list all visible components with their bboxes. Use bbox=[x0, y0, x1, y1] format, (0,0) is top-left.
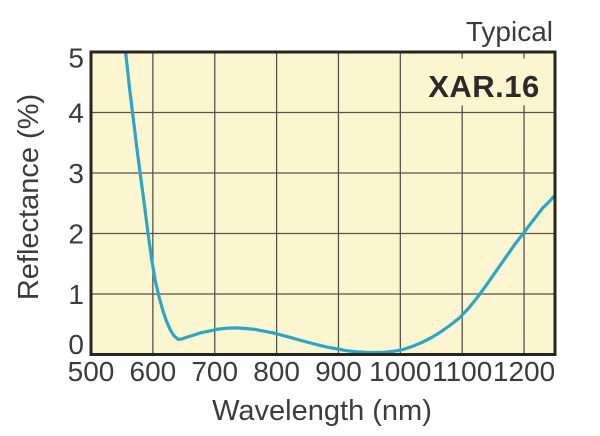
y-tick-label: 2 bbox=[68, 219, 84, 250]
reflectance-curve bbox=[124, 53, 554, 353]
x-axis-ticks: 500 600 700 800 900 1000 1100 1200 bbox=[68, 356, 556, 387]
chart-annotation: Typical bbox=[466, 16, 553, 47]
plot-border bbox=[89, 50, 557, 356]
series-label: XAR.16 bbox=[428, 69, 540, 104]
grid bbox=[91, 52, 555, 355]
x-axis-label: Wavelength (nm) bbox=[212, 395, 432, 427]
series-label-background bbox=[421, 58, 548, 106]
x-tick-label: 1100 bbox=[432, 356, 492, 387]
y-axis-ticks: 0 1 2 3 4 5 bbox=[68, 43, 84, 361]
x-tick-label: 600 bbox=[130, 356, 177, 387]
y-tick-label: 1 bbox=[68, 279, 84, 310]
y-tick-label: 3 bbox=[68, 158, 84, 189]
x-tick-label: 700 bbox=[191, 356, 238, 387]
y-axis-label: Reflectance (%) bbox=[13, 94, 45, 300]
x-tick-label: 1200 bbox=[493, 356, 555, 387]
x-tick-label: 900 bbox=[315, 356, 362, 387]
x-tick-label: 800 bbox=[253, 356, 300, 387]
y-tick-label: 5 bbox=[68, 43, 84, 74]
x-tick-label: 500 bbox=[68, 356, 115, 387]
x-tick-label: 1000 bbox=[369, 356, 431, 387]
y-tick-label: 4 bbox=[68, 98, 84, 129]
y-tick-label: 0 bbox=[68, 329, 84, 360]
